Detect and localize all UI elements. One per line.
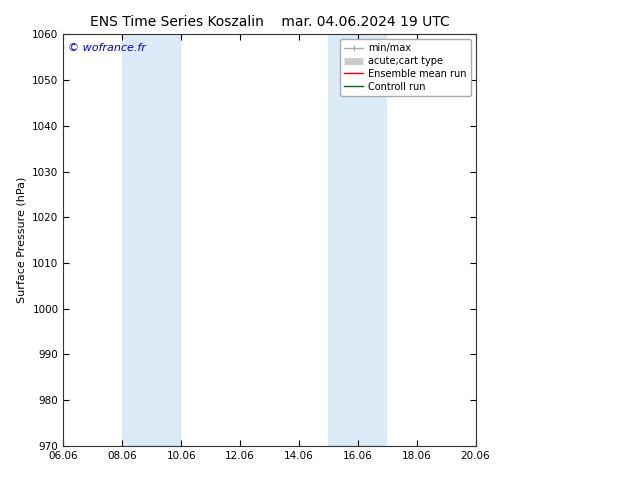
Bar xyxy=(122,34,181,446)
Text: © wofrance.fr: © wofrance.fr xyxy=(67,43,145,52)
Bar xyxy=(328,34,387,446)
Y-axis label: Surface Pressure (hPa): Surface Pressure (hPa) xyxy=(16,177,27,303)
Legend: min/max, acute;cart type, Ensemble mean run, Controll run: min/max, acute;cart type, Ensemble mean … xyxy=(340,39,470,96)
Title: ENS Time Series Koszalin    mar. 04.06.2024 19 UTC: ENS Time Series Koszalin mar. 04.06.2024… xyxy=(89,15,450,29)
